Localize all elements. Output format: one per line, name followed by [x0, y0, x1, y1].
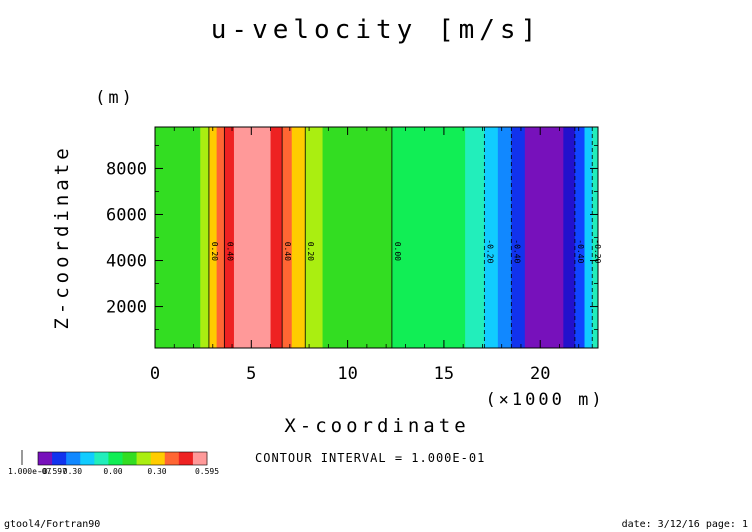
- colorbar-label-1: -0.30: [58, 467, 82, 476]
- colorbar-swatch-5: [108, 452, 123, 465]
- axis-ticks: 0 5 10 15 20 2000 4000 6000 8000: [106, 127, 599, 384]
- x-tick-label-0: 0: [150, 364, 160, 384]
- x-axis-label: X-coordinate: [284, 415, 469, 437]
- color-band-8: [291, 127, 306, 348]
- y-tick-label-0: 2000: [106, 298, 147, 318]
- color-band-3: [216, 127, 225, 348]
- y-tick-label-1: 4000: [106, 252, 147, 272]
- color-band-18: [574, 127, 586, 348]
- color-band-15: [511, 127, 526, 348]
- y-tick-label-3: 8000: [106, 159, 147, 179]
- color-band-1: [200, 127, 210, 348]
- colorbar-swatch-9: [164, 452, 180, 465]
- colorbar-swatch-8: [150, 452, 166, 465]
- x-tick-label-4: 20: [530, 364, 550, 384]
- colorbar-swatch-4: [94, 452, 109, 465]
- footer-left-text: gtool4/Fortran90: [4, 519, 100, 530]
- color-band-12: [465, 127, 485, 348]
- colorbar-frame: [37, 451, 208, 466]
- color-band-5: [233, 127, 272, 348]
- color-band-0: [155, 127, 201, 348]
- y-tick-label-2: 6000: [106, 205, 147, 225]
- colorbar-label-0: -0.597: [38, 467, 67, 476]
- color-band-16: [524, 127, 564, 348]
- color-band-7: [282, 127, 293, 348]
- color-band-11: [391, 127, 466, 348]
- contour-interval-label: CONTOUR INTERVAL = 1.000E-01: [255, 451, 485, 465]
- contour-label-7: -0.40: [576, 239, 585, 263]
- colorbar-swatch-1: [52, 452, 67, 465]
- color-band-6: [270, 127, 283, 348]
- colorbar: -0.597-0.30 0.00 0.30 0.595 1.000e-07: [8, 450, 219, 476]
- contour-fill-bands: [155, 127, 599, 348]
- contour-label-5: -0.20: [485, 239, 494, 263]
- contour-label-1: 0.40: [225, 242, 234, 261]
- colorbar-label-4: 0.595: [195, 467, 219, 476]
- x-tick-label-1: 5: [246, 364, 256, 384]
- color-band-14: [497, 127, 512, 348]
- y-axis-label: Z-coordinate: [51, 144, 73, 329]
- x-tick-label-3: 15: [434, 364, 454, 384]
- footer-right-text: date: 3/12/16 page: 1: [622, 519, 748, 530]
- colorbar-swatch-7: [136, 452, 152, 465]
- color-band-2: [208, 127, 218, 348]
- colorbar-swatch-6: [122, 452, 137, 465]
- colorbar-swatch-10: [178, 452, 194, 465]
- colorbar-swatch-0: [38, 452, 53, 465]
- contour-label-4: 0.00: [393, 242, 402, 261]
- colorbar-label-2: 0.00: [103, 467, 122, 476]
- colorbar-swatch-2: [66, 452, 81, 465]
- colorbar-swatch-11: [192, 452, 208, 465]
- contour-label-3: 0.20: [306, 242, 315, 261]
- contour-label-2: 0.40: [283, 242, 292, 261]
- x-tick-label-2: 10: [337, 364, 357, 384]
- x-unit-label: (×1000 m): [485, 390, 604, 410]
- color-band-17: [563, 127, 576, 348]
- contour-lines: 0.20 0.40 0.40 0.20 0.00 -0.20 -0.40 -0.40 -0.20: [208, 127, 602, 348]
- contour-label-6: -0.40: [512, 239, 521, 263]
- colorbar-swatch-3: [80, 452, 95, 465]
- colorbar-label-3: 0.30: [147, 467, 166, 476]
- color-band-10: [322, 127, 393, 348]
- colorbar-left-label: 1.000e-07: [8, 467, 52, 476]
- color-band-19: [584, 127, 593, 348]
- y-unit-label: (m): [95, 88, 135, 108]
- color-band-4: [224, 127, 235, 348]
- color-band-13: [484, 127, 499, 348]
- contour-label-0: 0.20: [210, 242, 219, 261]
- chart-title: u-velocity [m/s]: [211, 15, 541, 45]
- color-band-9: [305, 127, 324, 348]
